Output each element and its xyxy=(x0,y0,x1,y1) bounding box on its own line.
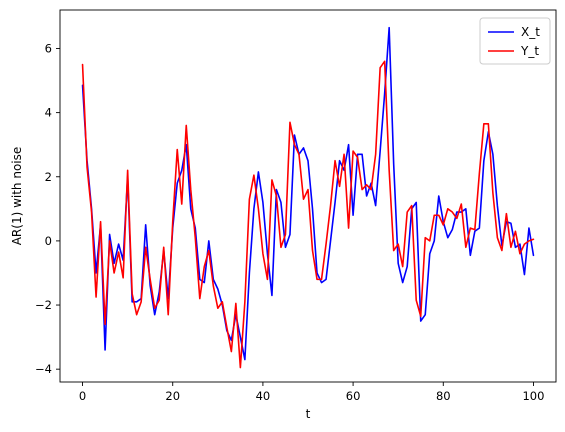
legend-label: Y_t xyxy=(520,44,539,58)
y-axis: −4 −2 0 2 4 6 xyxy=(35,41,60,376)
plot-frame xyxy=(59,9,557,383)
y-axis-label: AR(1) with noise xyxy=(10,147,24,246)
legend-label: X_t xyxy=(521,25,540,39)
y-tick-label: 6 xyxy=(45,41,52,55)
y-tick-label: 0 xyxy=(45,234,52,248)
y-tick-label: 2 xyxy=(45,170,52,184)
y-tick-label: −4 xyxy=(35,362,52,376)
y-tick-label: −2 xyxy=(35,298,52,312)
series-layer xyxy=(81,26,535,369)
x-axis: 0 20 40 60 80 100 xyxy=(79,382,544,403)
x-axis-label: t xyxy=(306,407,311,421)
x-tick-label: 100 xyxy=(522,389,544,403)
y-tick-label: 4 xyxy=(45,106,52,120)
x-tick-label: 80 xyxy=(436,389,451,403)
x-tick-label: 20 xyxy=(165,389,180,403)
x-tick-label: 60 xyxy=(346,389,361,403)
legend: X_t Y_t xyxy=(479,17,551,65)
legend-box xyxy=(479,17,551,65)
x-tick-label: 40 xyxy=(256,389,271,403)
x-tick-label: 0 xyxy=(79,389,86,403)
series-line-y-t xyxy=(81,60,535,369)
